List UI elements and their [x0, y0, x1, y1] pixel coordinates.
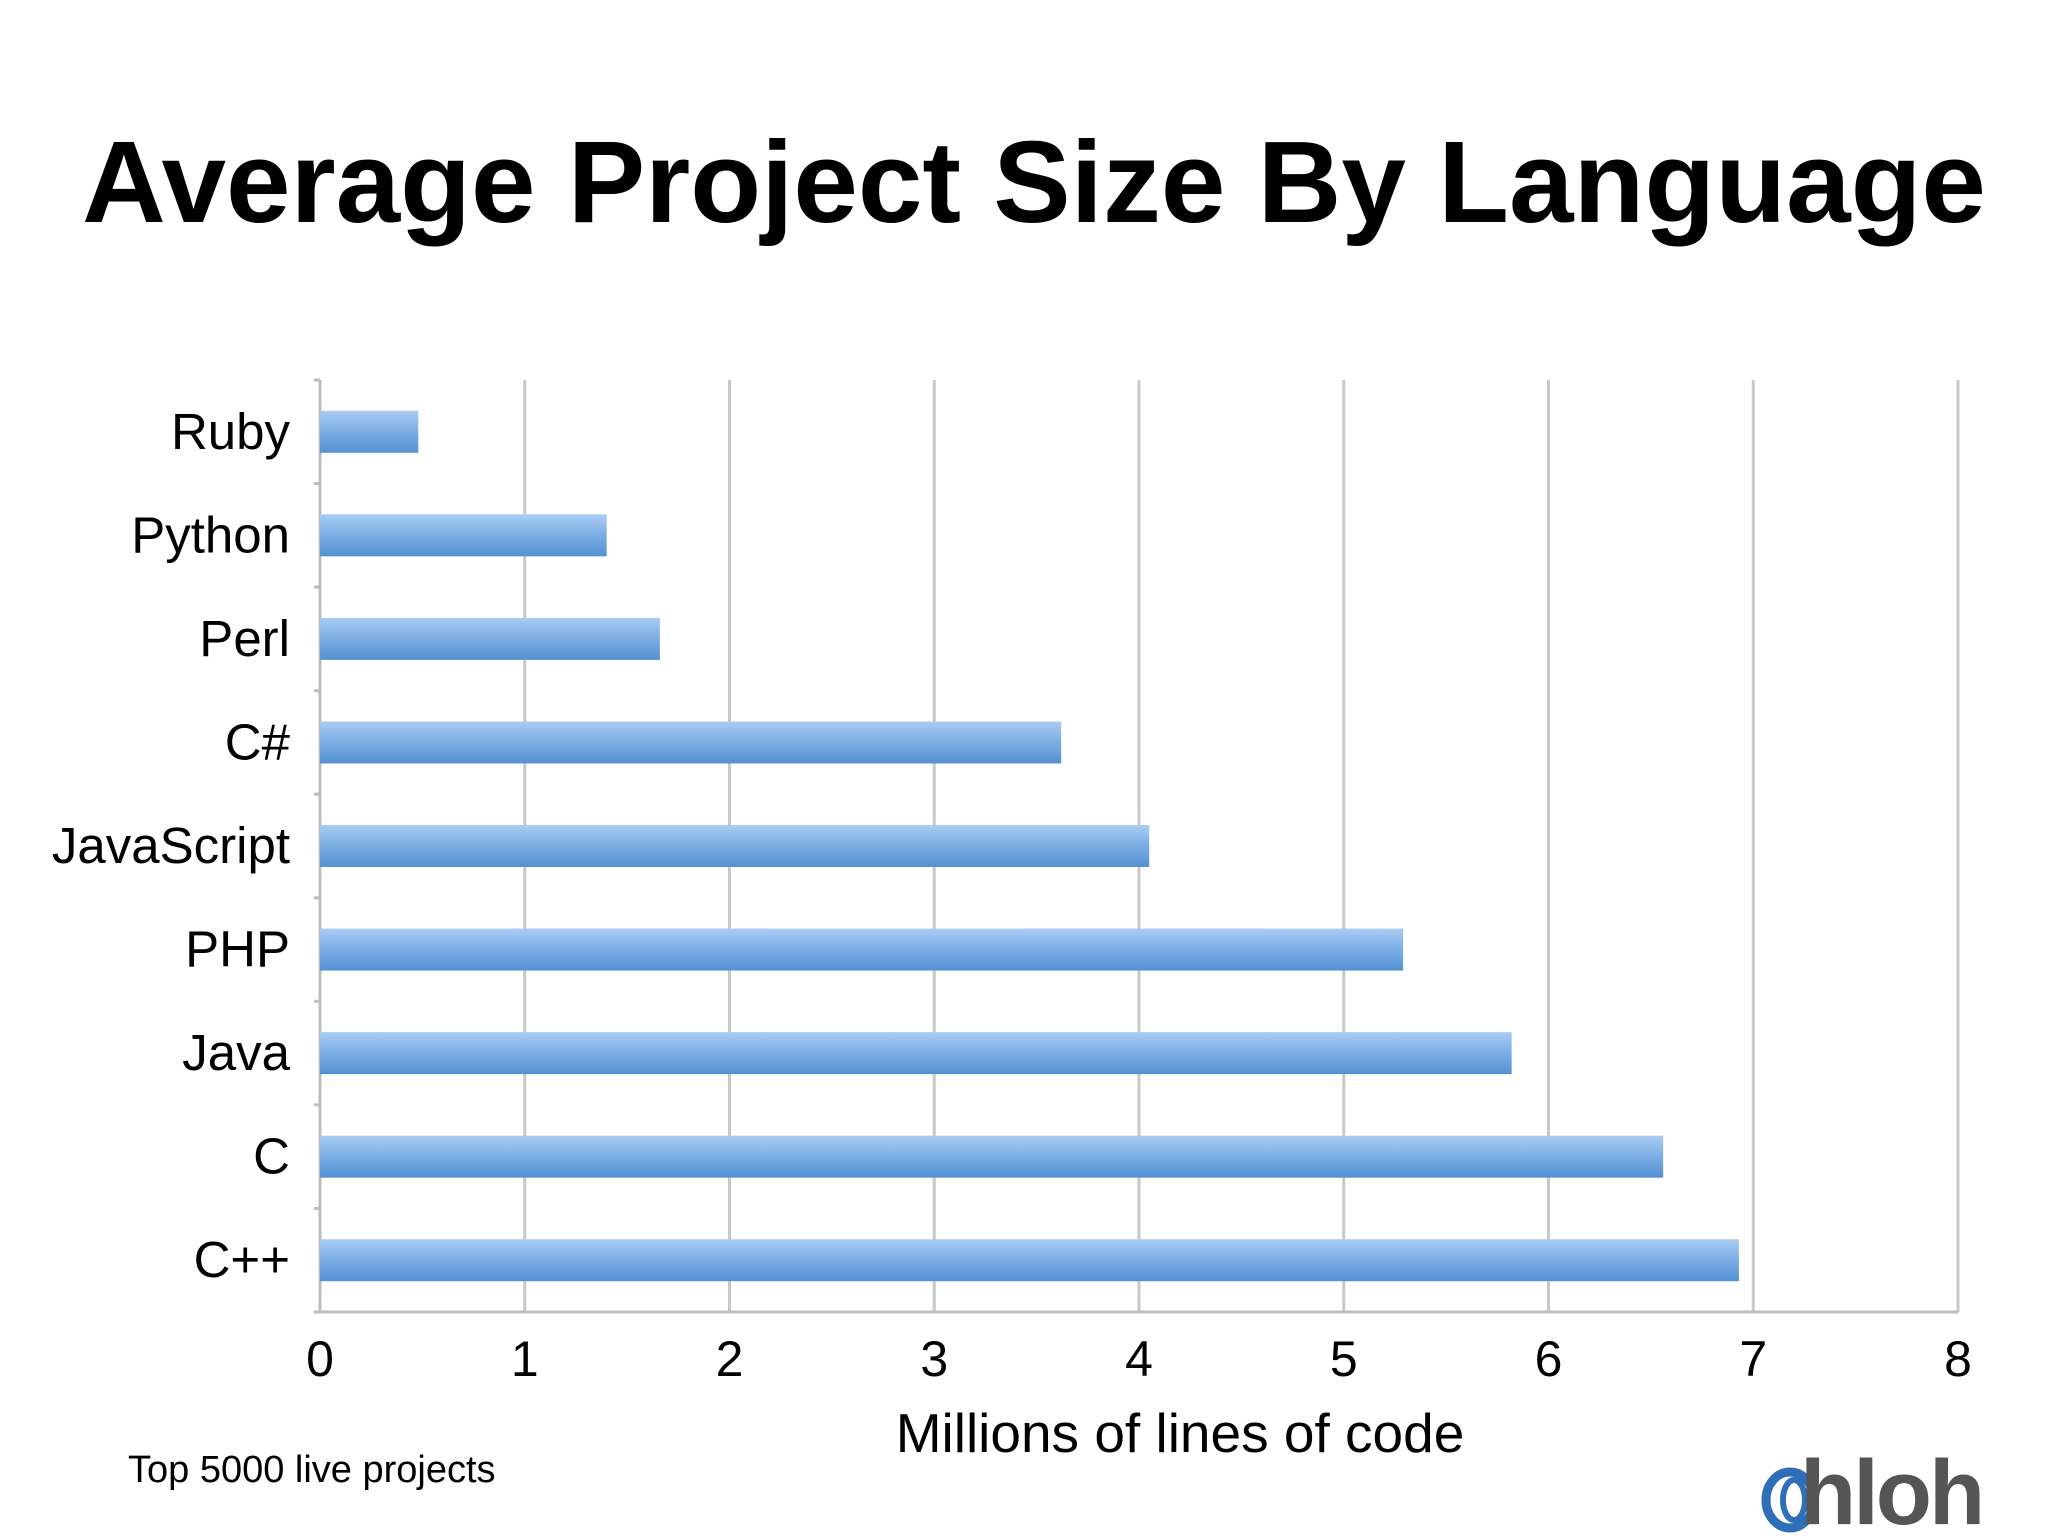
logo-ring-outer [1761, 1467, 1819, 1533]
category-label: Perl [199, 610, 290, 667]
ohloh-logo: hloh [1761, 1442, 1985, 1536]
bar [320, 1032, 1512, 1075]
category-label: Python [131, 506, 290, 563]
x-tick-label: 4 [1125, 1331, 1153, 1387]
x-tick-label: 1 [511, 1331, 539, 1387]
bar [320, 617, 660, 660]
x-tick-label: 8 [1944, 1331, 1972, 1387]
category-label: C# [225, 713, 291, 770]
x-tick-label: 6 [1535, 1331, 1563, 1387]
ohloh-logo-mark [1761, 1467, 1819, 1533]
category-label: PHP [185, 921, 290, 978]
category-label: Java [182, 1024, 290, 1081]
category-label: JavaScript [52, 817, 290, 874]
x-tick-label: 2 [716, 1331, 744, 1387]
x-tick-label: 5 [1330, 1331, 1358, 1387]
x-tick-label: 7 [1739, 1331, 1767, 1387]
bars [320, 410, 1739, 1282]
bar [320, 1239, 1739, 1282]
ohloh-logo-text: hloh [1800, 1442, 1982, 1536]
category-label: C++ [194, 1231, 290, 1288]
chart-title: Average Project Size By Language [82, 117, 1986, 247]
category-labels: Ruby Python Perl C# JavaScript PHP Java C C++ [52, 403, 291, 1288]
bar [320, 1135, 1664, 1178]
x-tick-label: 3 [920, 1331, 948, 1387]
footnote: Top 5000 live projects [128, 1449, 496, 1491]
bar [320, 825, 1150, 867]
bar [320, 514, 607, 557]
x-axis-label: Millions of lines of code [896, 1402, 1465, 1464]
x-tick-label: 0 [306, 1331, 334, 1387]
bar [320, 721, 1062, 764]
bar [320, 928, 1404, 971]
category-label: C [253, 1128, 290, 1185]
category-label: Ruby [171, 403, 291, 460]
tick-labels: 0 1 2 3 4 5 6 7 8 [306, 1331, 1972, 1387]
bar [320, 410, 419, 453]
logo-ring-inner [1780, 1477, 1808, 1523]
